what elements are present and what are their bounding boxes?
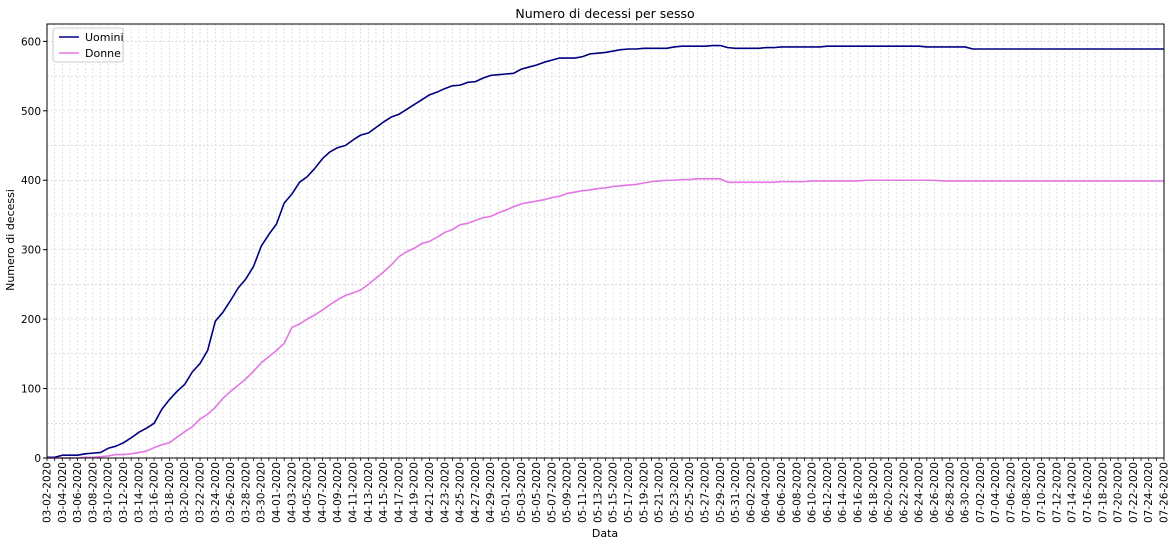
x-tick-label: 06-16-2020 — [852, 462, 864, 523]
x-tick-label: 07-18-2020 — [1097, 462, 1109, 523]
x-tick-label: 03-16-2020 — [149, 462, 161, 523]
y-tick-label: 100 — [21, 384, 41, 396]
x-tick-label: 06-28-2020 — [944, 462, 956, 523]
x-tick-label: 05-17-2020 — [623, 462, 635, 523]
x-tick-label: 07-22-2020 — [1128, 462, 1140, 523]
x-tick-label: 03-12-2020 — [118, 462, 130, 523]
x-tick-label: 03-14-2020 — [133, 462, 145, 523]
x-tick-label: 05-19-2020 — [638, 462, 650, 523]
y-axis: 0 100 200 300 400 500 600 — [21, 36, 47, 465]
x-tick-label: 06-24-2020 — [914, 462, 926, 523]
x-tick-label: 05-05-2020 — [531, 462, 543, 523]
x-tick-label: 07-16-2020 — [1082, 462, 1094, 523]
x-tick-label: 03-20-2020 — [179, 462, 191, 523]
y-tick-label: 200 — [21, 314, 41, 326]
x-tick-label: 04-13-2020 — [363, 462, 375, 523]
series-line-donne — [47, 178, 1164, 459]
legend-label: Donne — [85, 47, 121, 60]
grid-lines — [46, 24, 1165, 459]
y-tick-label: 400 — [21, 175, 41, 187]
x-tick-label: 07-14-2020 — [1067, 462, 1079, 523]
x-tick-label: 06-12-2020 — [822, 462, 834, 523]
x-tick-label: 06-20-2020 — [883, 462, 895, 523]
x-tick-label: 05-21-2020 — [654, 462, 666, 523]
x-tick-label: 03-06-2020 — [72, 462, 84, 523]
x-tick-label: 05-11-2020 — [577, 462, 589, 523]
x-tick-label: 05-15-2020 — [608, 462, 620, 523]
series-line-uomini — [47, 44, 1164, 459]
x-tick-label: 05-01-2020 — [501, 462, 513, 523]
x-tick-label: 05-31-2020 — [730, 462, 742, 523]
y-tick-label: 0 — [34, 453, 41, 465]
series-lines — [47, 44, 1164, 459]
x-tick-label: 05-09-2020 — [562, 462, 574, 523]
x-tick-label: 05-23-2020 — [669, 462, 681, 523]
x-tick-label: 04-29-2020 — [485, 462, 497, 523]
x-axis: 03-02-2020 03-04-2020 03-06-2020 03-08-2020… — [42, 458, 1171, 523]
x-tick-label: 06-26-2020 — [929, 462, 941, 523]
x-tick-label: 03-02-2020 — [42, 462, 54, 523]
legend-label: Uomini — [85, 31, 124, 44]
x-tick-label: 03-18-2020 — [164, 462, 176, 523]
x-tick-label: 04-11-2020 — [348, 462, 360, 523]
x-tick-label: 07-20-2020 — [1113, 462, 1125, 523]
x-tick-label: 04-19-2020 — [409, 462, 421, 523]
y-tick-label: 500 — [21, 106, 41, 118]
x-tick-label: 03-28-2020 — [240, 462, 252, 523]
x-tick-label: 06-06-2020 — [776, 462, 788, 523]
x-tick-label: 07-06-2020 — [1005, 462, 1017, 523]
x-tick-label: 05-25-2020 — [684, 462, 696, 523]
x-tick-label: 03-24-2020 — [210, 462, 222, 523]
x-tick-label: 04-15-2020 — [378, 462, 390, 523]
x-tick-label: 05-13-2020 — [592, 462, 604, 523]
x-tick-label: 07-26-2020 — [1159, 462, 1171, 523]
y-axis-title: Numero di decessi — [4, 189, 17, 291]
x-tick-label: 03-22-2020 — [195, 462, 207, 523]
x-tick-label: 06-18-2020 — [868, 462, 880, 523]
x-tick-label: 06-30-2020 — [960, 462, 972, 523]
x-tick-label: 05-07-2020 — [546, 462, 558, 523]
x-tick-label: 03-04-2020 — [57, 462, 69, 523]
x-tick-label: 06-22-2020 — [898, 462, 910, 523]
x-tick-label: 05-27-2020 — [699, 462, 711, 523]
x-tick-label: 07-08-2020 — [1021, 462, 1033, 523]
x-tick-label: 07-02-2020 — [975, 462, 987, 523]
x-tick-label: 06-10-2020 — [807, 462, 819, 523]
y-tick-label: 600 — [21, 36, 41, 48]
x-tick-label: 06-14-2020 — [837, 462, 849, 523]
x-tick-label: 04-17-2020 — [393, 462, 405, 523]
x-tick-label: 04-01-2020 — [271, 462, 283, 523]
x-axis-title: Data — [592, 527, 618, 540]
x-tick-label: 04-07-2020 — [317, 462, 329, 523]
x-tick-label: 07-24-2020 — [1143, 462, 1155, 523]
x-tick-label: 04-21-2020 — [424, 462, 436, 523]
legend: Uomini Donne — [52, 27, 124, 63]
x-tick-label: 04-27-2020 — [470, 462, 482, 523]
x-tick-label: 07-10-2020 — [1036, 462, 1048, 523]
x-tick-label: 05-29-2020 — [715, 462, 727, 523]
x-tick-label: 06-04-2020 — [761, 462, 773, 523]
x-tick-label: 04-05-2020 — [302, 462, 314, 523]
x-tick-label: 05-03-2020 — [516, 462, 528, 523]
x-tick-label: 04-09-2020 — [332, 462, 344, 523]
y-tick-label: 300 — [21, 245, 41, 257]
x-tick-label: 06-02-2020 — [745, 462, 757, 523]
x-tick-label: 04-23-2020 — [439, 462, 451, 523]
x-tick-label: 03-26-2020 — [225, 462, 237, 523]
chart-title: Numero di decessi per sesso — [515, 6, 694, 21]
x-tick-label: 06-08-2020 — [791, 462, 803, 523]
x-tick-label: 03-08-2020 — [87, 462, 99, 523]
x-tick-label: 03-10-2020 — [103, 462, 115, 523]
x-tick-label: 07-04-2020 — [990, 462, 1002, 523]
x-tick-label: 03-30-2020 — [256, 462, 268, 523]
x-tick-label: 04-25-2020 — [455, 462, 467, 523]
x-tick-label: 07-12-2020 — [1051, 462, 1063, 523]
x-tick-label: 04-03-2020 — [286, 462, 298, 523]
